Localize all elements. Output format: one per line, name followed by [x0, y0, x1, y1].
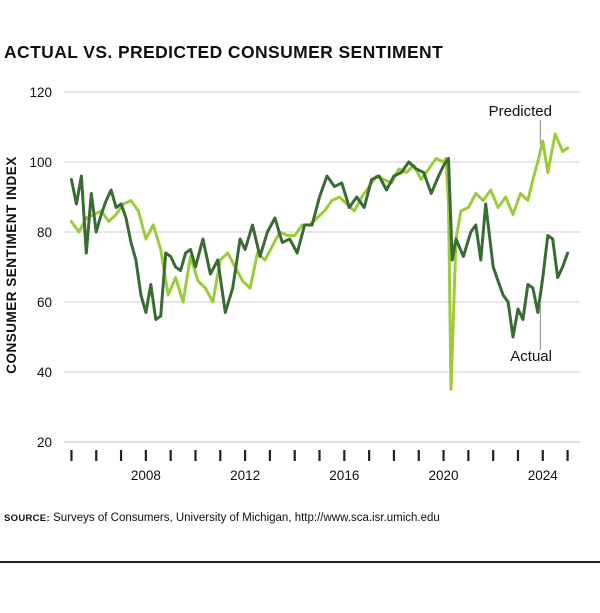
x-tick-label-2008: 2008	[131, 468, 161, 483]
line-chart: 20 40 60 80 100 120 2008 2012 2016 2020 2024 CONS…	[4, 85, 580, 483]
series-annotations: Predicted Actual	[489, 103, 552, 365]
x-axis: 2008 2012 2016 2020 2024	[64, 441, 580, 483]
y-tick-label-100: 100	[29, 155, 52, 170]
y-tick-label-120: 120	[29, 85, 52, 100]
chart-title: ACTUAL VS. PREDICTED CONSUMER SENTIMENT	[4, 42, 444, 62]
y-tick-label-20: 20	[37, 435, 52, 450]
x-tick-label-2012: 2012	[230, 468, 260, 483]
predicted-label: Predicted	[489, 103, 552, 120]
series-line-actual	[69, 157, 570, 339]
y-tick-label-60: 60	[37, 295, 52, 310]
gridlines	[64, 91, 580, 373]
y-axis-label: CONSUMER SENTIMENT INDEX	[4, 156, 19, 374]
x-tick-label-2024: 2024	[528, 468, 559, 483]
source-label: SOURCE:	[4, 513, 50, 524]
y-tick-labels: 20 40 60 80 100 120	[29, 85, 52, 450]
y-tick-label-40: 40	[37, 365, 52, 380]
series-lines	[69, 132, 570, 391]
series-line-predicted	[69, 132, 570, 391]
source-text: Surveys of Consumers, University of Mich…	[53, 512, 440, 524]
x-tick-label-2016: 2016	[329, 468, 359, 483]
x-tick-label-2020: 2020	[429, 468, 459, 483]
bottom-divider	[0, 561, 600, 563]
source-note: SOURCE: Surveys of Consumers, University…	[4, 512, 440, 524]
actual-label: Actual	[510, 348, 552, 365]
y-tick-label-80: 80	[37, 225, 52, 240]
